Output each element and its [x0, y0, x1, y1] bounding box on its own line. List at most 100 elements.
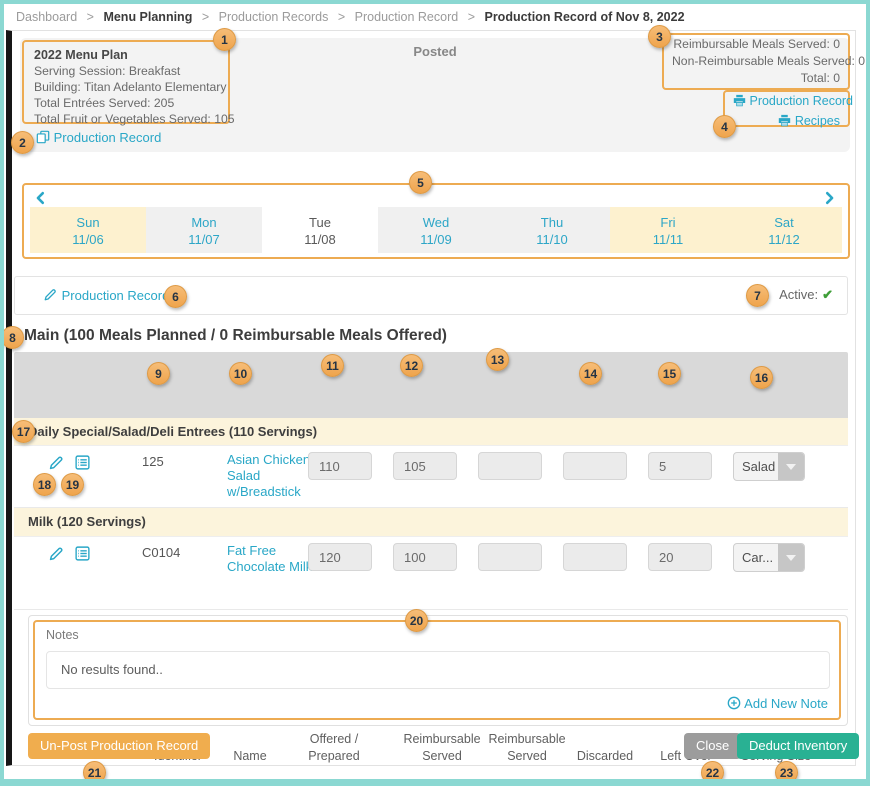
edit-row-icon[interactable] — [48, 454, 66, 472]
edit-row-icon[interactable] — [48, 545, 66, 563]
annotation-badge: 17 — [12, 420, 35, 443]
menu-item-name-link[interactable]: Fat Free Chocolate Milk — [227, 543, 313, 574]
serving-size-dropdown[interactable]: Car... — [733, 543, 805, 572]
notes-card — [28, 615, 848, 726]
annotation-badge: 8 — [1, 326, 24, 349]
add-new-note-link[interactable]: Add New Note — [727, 696, 828, 713]
add-new-note-label: Add New Note — [744, 696, 828, 711]
day-label: Sun — [76, 215, 100, 230]
identifier-cell: 125 — [142, 454, 164, 469]
copy-production-record-link[interactable]: Production Record — [36, 130, 161, 147]
annotation-badge: 11 — [321, 354, 344, 377]
category-band-milk: Milk (120 Servings) — [14, 508, 848, 537]
production-record-bar: Production Record Active: ✔ — [14, 276, 848, 315]
discarded-input[interactable] — [563, 452, 627, 480]
print-production-record-label: Production Record — [749, 94, 854, 108]
left-over-input[interactable] — [648, 452, 712, 480]
previous-week-button[interactable] — [34, 191, 50, 207]
day-label: Wed — [422, 215, 450, 230]
day-tab-sun[interactable]: Sun 11/06 — [30, 207, 146, 253]
serving-size-dropdown[interactable]: Salad — [733, 452, 805, 481]
meal-section-title: Main (100 Meals Planned / 0 Reimbursable… — [24, 327, 447, 344]
active-status: Active: ✔ — [779, 287, 833, 303]
annotation-badge: 13 — [486, 348, 509, 371]
annotation-badge: 23 — [775, 761, 798, 784]
discarded-input[interactable] — [563, 543, 627, 571]
annotation-badge: 1 — [213, 28, 236, 51]
menu-plan-info-box: 2022 Menu Plan Serving Session: Breakfas… — [22, 40, 235, 126]
reimbursable-served-total: Reimbursable Meals Served: 0 — [673, 37, 840, 51]
edit-production-record-link[interactable]: Production Record — [43, 287, 169, 305]
annotation-badge: 4 — [713, 115, 736, 138]
day-label: Tue — [309, 215, 331, 230]
annotation-badge: 20 — [405, 609, 428, 632]
day-date: 11/11 — [652, 232, 684, 247]
serving-size-value: Salad — [742, 459, 776, 474]
day-tabs: Sun 11/06 Mon 11/07 Tue 11/08 Wed 11/09 … — [30, 207, 842, 253]
plus-circle-icon — [727, 696, 741, 713]
next-week-button[interactable] — [822, 191, 838, 207]
menu-plan-title: 2022 Menu Plan — [34, 48, 128, 62]
annotation-badge: 12 — [400, 354, 423, 377]
offered-prepared-input[interactable] — [308, 452, 372, 480]
non-reimbursable-served-input[interactable] — [478, 543, 542, 571]
identifier-cell: C0104 — [142, 545, 181, 560]
close-button[interactable]: Close — [684, 733, 742, 759]
breadcrumb: Dashboard > Menu Planning > Production R… — [6, 5, 864, 30]
breadcrumb-production-record[interactable]: Production Record — [354, 10, 459, 24]
category-band-daily-special: Daily Special/Salad/Deli Entrees (110 Se… — [14, 418, 848, 446]
menu-item-details-icon[interactable] — [74, 454, 92, 472]
notes-title: Notes — [46, 628, 79, 642]
posted-status: Posted — [413, 44, 457, 59]
active-label: Active: — [779, 287, 819, 302]
day-tab-thu[interactable]: Thu 11/10 — [494, 207, 610, 253]
offered-prepared-input[interactable] — [308, 543, 372, 571]
deduct-inventory-button[interactable]: Deduct Inventory — [737, 733, 860, 759]
column-header-name: Name — [233, 749, 267, 763]
menu-item-name-link[interactable]: Asian Chicken Salad w/Breadstick — [227, 452, 311, 499]
reimbursable-served-input[interactable] — [393, 452, 457, 480]
breadcrumb-dashboard[interactable]: Dashboard — [16, 10, 78, 24]
breadcrumb-current-page: Production Record of Nov 8, 2022 — [484, 10, 685, 24]
breadcrumb-separator: > — [201, 10, 210, 24]
annotation-badge: 14 — [579, 362, 602, 385]
breadcrumb-separator: > — [337, 10, 346, 24]
breadcrumb-menu-planning[interactable]: Menu Planning — [103, 10, 193, 24]
grand-total: Total: 0 — [800, 71, 840, 85]
unpost-production-record-button[interactable]: Un-Post Production Record — [28, 733, 211, 759]
day-date: 11/06 — [72, 232, 104, 247]
check-icon: ✔ — [822, 287, 833, 302]
day-tab-mon[interactable]: Mon 11/07 — [146, 207, 262, 253]
column-header-discarded: Discarded — [576, 749, 634, 763]
breadcrumb-production-records[interactable]: Production Records — [218, 10, 329, 24]
annotation-badge: 9 — [147, 362, 170, 385]
menu-item-details-icon[interactable] — [74, 545, 92, 563]
annotation-badge: 5 — [409, 171, 432, 194]
total-fruit-veg-line: Total Fruit or Vegetables Served: 105 — [34, 112, 235, 126]
annotation-badge: 21 — [83, 761, 106, 784]
total-entrees-line: Total Entrées Served: 205 — [34, 96, 175, 110]
notes-annotated-box: Notes No results found.. Add New Note — [33, 620, 841, 720]
annotation-badge: 7 — [746, 284, 769, 307]
building-line: Building: Titan Adelanto Elementary — [34, 80, 227, 94]
print-links-box: Production Record Recipes — [723, 90, 853, 128]
day-date: 11/08 — [304, 232, 336, 247]
meals-served-totals-box: Reimbursable Meals Served: 0 Non-Reimbur… — [662, 33, 865, 90]
copy-production-record-label: Production Record — [53, 130, 162, 145]
day-tab-tue-selected[interactable]: Tue 11/08 — [262, 207, 378, 253]
day-tab-sat[interactable]: Sat 11/12 — [726, 207, 842, 253]
print-production-record-link[interactable]: Production Record — [733, 92, 853, 112]
serving-session-line: Serving Session: Breakfast — [34, 64, 181, 78]
breadcrumb-separator: > — [467, 10, 475, 24]
day-tab-fri[interactable]: Fri 11/11 — [610, 207, 726, 253]
day-tab-wed[interactable]: Wed 11/09 — [378, 207, 494, 253]
left-over-input[interactable] — [648, 543, 712, 571]
non-reimbursable-served-input[interactable] — [478, 452, 542, 480]
column-header-offered-prepared: Offered / Prepared — [308, 732, 360, 763]
print-recipes-link[interactable]: Recipes — [733, 112, 840, 132]
day-date: 11/07 — [188, 232, 220, 247]
reimbursable-served-input[interactable] — [393, 543, 457, 571]
day-date: 11/12 — [768, 232, 800, 247]
day-date: 11/09 — [420, 232, 452, 247]
annotation-badge: 16 — [750, 366, 773, 389]
